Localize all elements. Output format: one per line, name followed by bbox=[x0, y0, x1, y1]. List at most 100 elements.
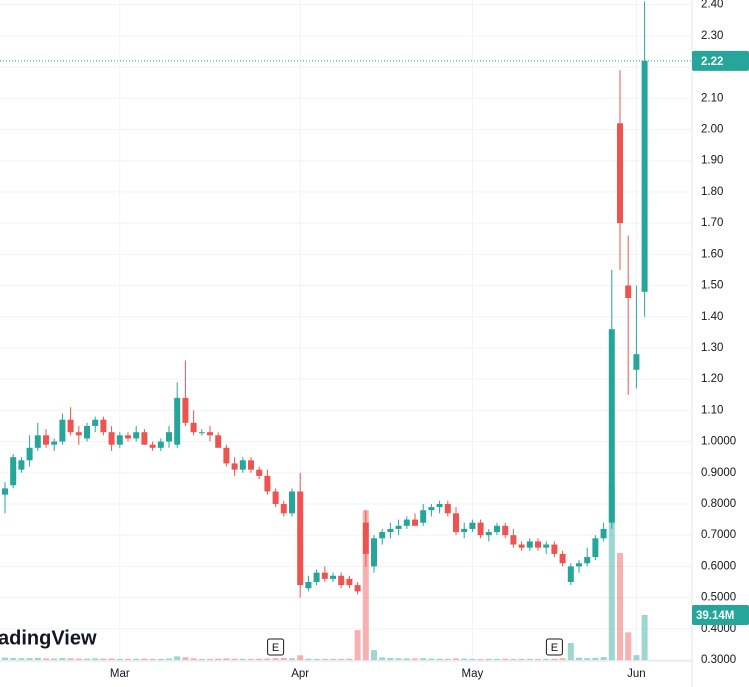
volume-bar bbox=[256, 658, 263, 660]
volume-bar bbox=[239, 658, 246, 660]
candle-body bbox=[207, 432, 213, 436]
volume-bar bbox=[469, 658, 476, 660]
candle-body bbox=[485, 532, 492, 536]
volume-bar bbox=[141, 658, 148, 660]
volume-bar bbox=[108, 658, 115, 660]
volume-bar bbox=[576, 657, 582, 660]
candle-body bbox=[92, 419, 99, 426]
last-price-label: 2.22 bbox=[701, 56, 723, 68]
volume-bar bbox=[248, 658, 254, 660]
last-volume-label: 39.14M bbox=[696, 610, 734, 622]
volume-bar bbox=[436, 658, 443, 660]
earnings-marker: E bbox=[272, 642, 279, 654]
volume-bar bbox=[92, 658, 99, 660]
candle-body bbox=[190, 422, 197, 433]
volume-bar bbox=[420, 658, 427, 660]
candle-body bbox=[272, 491, 279, 504]
volume-bar bbox=[84, 658, 90, 660]
volume-bar bbox=[116, 658, 123, 660]
y-tick-label: 1.10 bbox=[701, 404, 723, 416]
candle-body bbox=[592, 538, 599, 558]
candle-body bbox=[600, 528, 607, 539]
candle-body bbox=[420, 510, 427, 523]
candle-body bbox=[526, 541, 533, 548]
volume-bar bbox=[551, 658, 558, 660]
watermark: adingView bbox=[0, 627, 97, 649]
candle-body bbox=[26, 447, 33, 461]
volume-bar bbox=[34, 657, 41, 660]
volume-bar bbox=[362, 510, 369, 660]
candle-body bbox=[18, 460, 25, 470]
candle-body bbox=[43, 435, 49, 445]
volume-bar bbox=[289, 658, 295, 660]
candle-body bbox=[100, 419, 107, 433]
volume-bar bbox=[264, 658, 271, 660]
volume-bar bbox=[231, 658, 238, 660]
volume-bar bbox=[272, 658, 279, 660]
volume-bar bbox=[379, 657, 386, 660]
candle-body bbox=[608, 329, 615, 523]
volume-bar bbox=[321, 658, 328, 660]
candle-body bbox=[67, 419, 74, 433]
volume-bar bbox=[633, 655, 640, 660]
candle-body bbox=[141, 432, 148, 445]
candle-body bbox=[567, 566, 574, 582]
candle-body bbox=[10, 457, 17, 486]
volume-bar bbox=[371, 650, 377, 660]
volume-bar bbox=[26, 658, 33, 660]
candle-body bbox=[51, 441, 58, 445]
candle-body bbox=[75, 432, 82, 436]
volume-bar bbox=[617, 552, 623, 660]
candle-body bbox=[403, 519, 410, 526]
volume-bar bbox=[461, 658, 468, 660]
candle-body bbox=[108, 432, 115, 445]
y-tick-label: 0.9000 bbox=[701, 467, 736, 479]
y-tick-label: 2.30 bbox=[701, 30, 723, 42]
candle-body bbox=[280, 503, 287, 514]
candle-body bbox=[34, 435, 41, 448]
y-tick-label: 1.50 bbox=[701, 280, 723, 292]
volume-bar bbox=[174, 656, 181, 660]
volume-bar bbox=[403, 658, 410, 660]
candle-body bbox=[116, 435, 123, 445]
volume-bar bbox=[18, 658, 25, 660]
volume-bar bbox=[59, 658, 66, 660]
candle-body bbox=[59, 419, 66, 442]
volume-bar bbox=[330, 659, 336, 660]
candle-body bbox=[428, 507, 435, 511]
y-tick-label: 0.5000 bbox=[701, 592, 736, 604]
volume-bar bbox=[223, 658, 230, 660]
volume-bar bbox=[305, 658, 312, 660]
volume-bar bbox=[584, 658, 591, 660]
y-tick-label: 2.00 bbox=[701, 124, 723, 136]
volume-bar bbox=[428, 658, 435, 660]
candle-body bbox=[559, 553, 566, 564]
volume-bar bbox=[518, 658, 525, 660]
volume-bar bbox=[510, 659, 517, 660]
candle-body bbox=[305, 581, 312, 589]
candle-body bbox=[502, 525, 509, 536]
volume-bar bbox=[346, 658, 353, 660]
y-tick-label: 1.80 bbox=[701, 186, 723, 198]
candle-body bbox=[617, 123, 623, 224]
candle-body bbox=[215, 435, 222, 448]
candle-body bbox=[346, 578, 353, 586]
volume-bar bbox=[157, 658, 164, 660]
candle-body bbox=[625, 285, 632, 299]
volume-bar bbox=[354, 630, 361, 660]
volume-bar bbox=[412, 658, 418, 660]
candle-body bbox=[133, 432, 140, 439]
candle-body bbox=[584, 557, 591, 564]
y-tick-label: 0.3000 bbox=[701, 654, 736, 666]
candle-body bbox=[289, 491, 295, 514]
candle-body bbox=[338, 575, 345, 586]
candle-body bbox=[494, 525, 500, 533]
candle-body bbox=[239, 460, 246, 470]
candle-body bbox=[231, 463, 238, 470]
candle-body bbox=[321, 572, 328, 579]
candle-body bbox=[354, 585, 361, 592]
volume-bar bbox=[543, 658, 550, 660]
x-tick-label: Jun bbox=[627, 668, 646, 680]
candle-body bbox=[256, 469, 263, 476]
volume-bar bbox=[43, 658, 49, 660]
